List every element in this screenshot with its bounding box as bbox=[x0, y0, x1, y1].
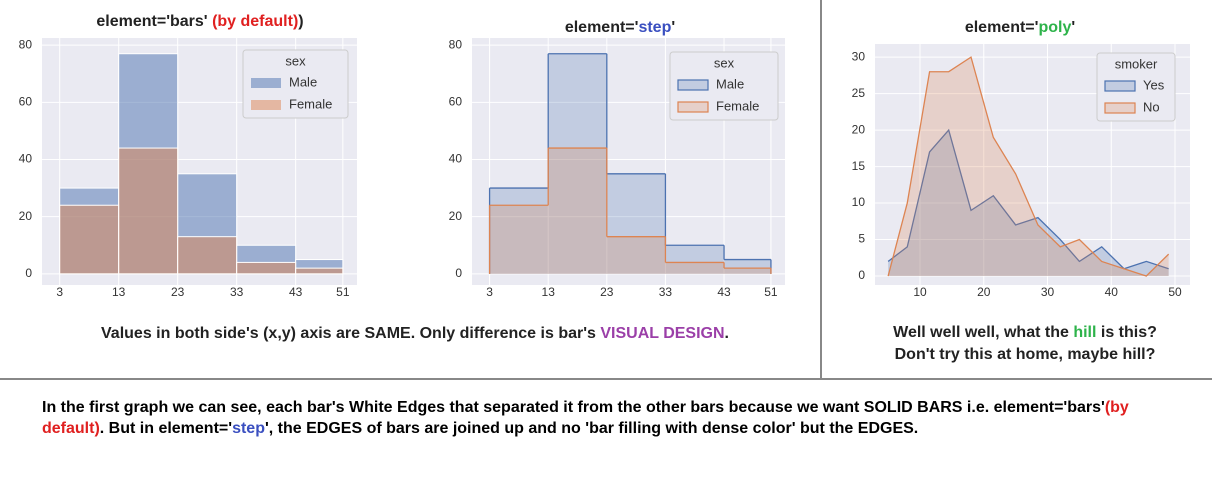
legend-label: Female bbox=[289, 96, 332, 111]
x-tick-label: 3 bbox=[486, 285, 493, 299]
chart-title-part: (by default) bbox=[212, 13, 298, 30]
chart-title-part: ' bbox=[671, 19, 675, 36]
y-tick-label: 5 bbox=[858, 232, 865, 246]
x-tick-label: 33 bbox=[230, 285, 244, 299]
x-tick-label: 23 bbox=[600, 285, 614, 299]
bar bbox=[489, 188, 549, 274]
y-tick-label: 80 bbox=[19, 37, 33, 51]
x-tick-label: 23 bbox=[171, 285, 185, 299]
legend-label: Male bbox=[716, 76, 744, 91]
chart-title-part: poly bbox=[1038, 19, 1071, 36]
legend-swatch bbox=[251, 78, 281, 88]
legend-label: Male bbox=[289, 74, 317, 89]
legend-swatch bbox=[677, 79, 709, 91]
x-tick-label: 30 bbox=[1041, 285, 1055, 299]
y-tick-label: 20 bbox=[449, 209, 463, 223]
y-tick-label: 15 bbox=[852, 159, 866, 173]
x-tick-label: 3 bbox=[56, 285, 63, 299]
legend-label: Female bbox=[716, 98, 759, 113]
legend-box bbox=[669, 51, 779, 121]
line bbox=[887, 128, 1169, 270]
legend-label: Yes bbox=[1143, 77, 1165, 92]
x-tick-label: 51 bbox=[336, 285, 350, 299]
chart-title-part: element=' bbox=[965, 19, 1039, 36]
legend-title: sex bbox=[714, 55, 735, 70]
line bbox=[887, 56, 1170, 277]
bar bbox=[295, 267, 344, 275]
bar bbox=[548, 53, 607, 274]
caption-part: step bbox=[232, 420, 265, 437]
x-tick-label: 40 bbox=[1105, 285, 1119, 299]
x-tick-label: 13 bbox=[112, 285, 126, 299]
y-tick-label: 30 bbox=[852, 49, 866, 63]
legend-swatch bbox=[251, 100, 281, 110]
x-tick-label: 33 bbox=[659, 285, 673, 299]
caption-part: ', the EDGES of bars are joined up and n… bbox=[264, 420, 919, 437]
caption: Well well well, what the hill is this? bbox=[893, 324, 1157, 341]
bottom-caption: In the first graph we can see, each bar'… bbox=[42, 397, 1192, 439]
legend-swatch bbox=[677, 101, 709, 113]
bar bbox=[236, 261, 297, 275]
x-tick-label: 51 bbox=[764, 285, 778, 299]
caption-part: (by default) bbox=[42, 399, 1129, 437]
x-tick-label: 20 bbox=[977, 285, 991, 299]
x-tick-label: 10 bbox=[913, 285, 927, 299]
bar bbox=[59, 204, 120, 275]
caption-part: Values in both side's (x,y) axis are SAM… bbox=[101, 325, 600, 342]
legend-swatch bbox=[1104, 102, 1136, 114]
x-tick-label: 13 bbox=[542, 285, 556, 299]
legend-title: smoker bbox=[1115, 56, 1158, 71]
legend-swatch bbox=[1104, 80, 1136, 92]
bar bbox=[548, 148, 607, 274]
bar bbox=[665, 245, 725, 274]
bar bbox=[118, 147, 179, 275]
caption-part: Don't try this at home, maybe hill? bbox=[895, 346, 1156, 363]
y-tick-label: 40 bbox=[19, 152, 33, 166]
chart-title: element='step' bbox=[565, 19, 675, 36]
bar bbox=[724, 259, 771, 274]
x-tick-label: 50 bbox=[1168, 285, 1182, 299]
legend-title: sex bbox=[285, 53, 306, 68]
bar bbox=[177, 236, 238, 275]
caption-part: . bbox=[725, 325, 729, 342]
chart-title: element='bars' (by default)) bbox=[96, 13, 303, 30]
y-tick-label: 25 bbox=[852, 86, 866, 100]
caption-part: In the first graph we can see, each bar'… bbox=[42, 399, 1105, 416]
chart-title-part: element='bars' bbox=[96, 13, 212, 30]
legend-box bbox=[1096, 52, 1176, 122]
chart-title-part: ' bbox=[1071, 19, 1075, 36]
chart-title: element='poly' bbox=[965, 19, 1075, 36]
caption-part: VISUAL DESIGN bbox=[600, 325, 724, 342]
caption-part: Well well well, what the bbox=[893, 324, 1073, 341]
caption: Values in both side's (x,y) axis are SAM… bbox=[101, 325, 729, 342]
y-tick-label: 20 bbox=[852, 122, 866, 136]
y-tick-label: 20 bbox=[19, 209, 33, 223]
legend-label: No bbox=[1143, 99, 1160, 114]
y-tick-label: 80 bbox=[449, 37, 463, 51]
y-tick-label: 60 bbox=[449, 94, 463, 108]
caption-part: hill bbox=[1073, 324, 1096, 341]
bar bbox=[606, 236, 666, 274]
caption-part: is this? bbox=[1096, 324, 1156, 341]
y-tick-label: 40 bbox=[449, 152, 463, 166]
caption: Don't try this at home, maybe hill? bbox=[895, 346, 1156, 363]
bar bbox=[489, 205, 549, 274]
area bbox=[888, 57, 1169, 277]
bar bbox=[606, 173, 666, 274]
caption-part: . But in element=' bbox=[99, 420, 233, 437]
y-tick-label: 60 bbox=[19, 94, 33, 108]
bar bbox=[724, 268, 771, 274]
x-tick-label: 43 bbox=[717, 285, 731, 299]
y-tick-label: 0 bbox=[25, 266, 32, 280]
x-tick-label: 43 bbox=[289, 285, 303, 299]
chart-title-part: element=' bbox=[565, 19, 639, 36]
bar bbox=[665, 262, 725, 274]
y-tick-label: 0 bbox=[455, 266, 462, 280]
y-tick-label: 10 bbox=[852, 195, 866, 209]
chart-title-part: ) bbox=[298, 13, 303, 30]
y-tick-label: 0 bbox=[858, 268, 865, 282]
chart-title-part: step bbox=[638, 19, 671, 36]
